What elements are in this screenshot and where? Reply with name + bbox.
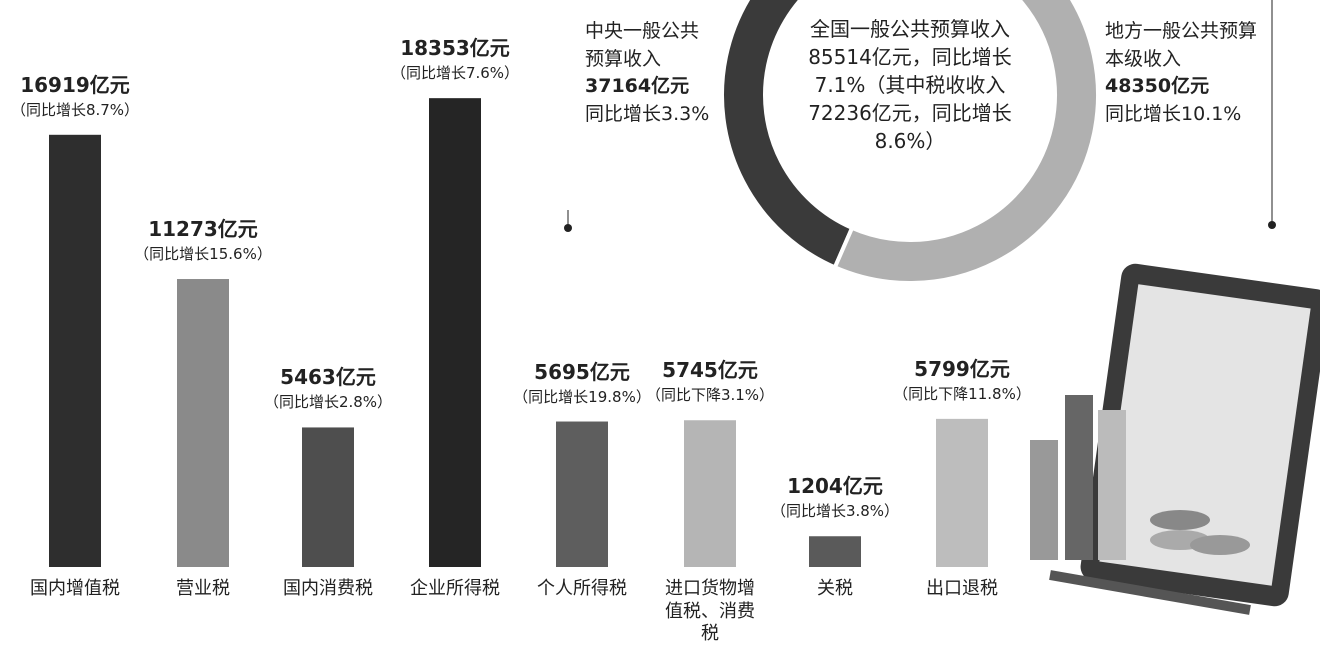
pointer-dot (564, 224, 572, 232)
bar (809, 536, 861, 567)
x-tick-label: 出口退税 (912, 578, 1012, 601)
value-label: 11273亿元 (133, 217, 273, 242)
x-tick-label: 企业所得税 (405, 578, 505, 601)
x-tick-label: 关税 (785, 578, 885, 601)
segment-value: 48350亿元 (1105, 73, 1265, 101)
x-tick-label: 营业税 (153, 578, 253, 601)
growth-label: （同比增长3.8%） (755, 502, 915, 521)
value-label: 16919亿元 (5, 73, 145, 98)
growth-label: （同比增长8.7%） (0, 101, 155, 120)
pointer-dot (1268, 221, 1276, 229)
bar (49, 135, 101, 567)
donut-center-text: 全国一般公共预算收入85514亿元，同比增长7.1%（其中税收收入72236亿元… (805, 15, 1015, 155)
x-tick-label: 个人所得税 (532, 578, 632, 601)
value-label: 5463亿元 (258, 365, 398, 390)
central-block: 中央一般公共预算收入 37164亿元 同比增长3.3% (585, 18, 715, 128)
bar (684, 420, 736, 567)
segment-name: 地方一般公共预算本级收入 (1105, 18, 1265, 73)
segment-growth: 同比增长10.1% (1105, 101, 1265, 129)
value-label: 5695亿元 (512, 360, 652, 385)
bar (302, 427, 354, 567)
value-label: 18353亿元 (385, 36, 525, 61)
value-label: 5745亿元 (640, 358, 780, 383)
growth-label: （同比增长2.8%） (248, 393, 408, 412)
local-block: 地方一般公共预算本级收入 48350亿元 同比增长10.1% (1105, 18, 1265, 128)
x-tick-label: 进口货物增值税、消费税 (665, 578, 755, 646)
bar (556, 422, 608, 567)
segment-name: 中央一般公共预算收入 (585, 18, 715, 73)
bar (177, 279, 229, 567)
bar (429, 98, 481, 567)
segment-value: 37164亿元 (585, 73, 715, 101)
segment-growth: 同比增长3.3% (585, 101, 715, 129)
tablet-illustration (1030, 262, 1320, 610)
growth-label: （同比下降3.1%） (630, 386, 790, 405)
infographic: 中央一般公共预算收入 37164亿元 同比增长3.3% 地方一般公共预算本级收入… (0, 0, 1320, 657)
bar (936, 419, 988, 567)
value-label: 5799亿元 (892, 357, 1032, 382)
value-label: 1204亿元 (765, 474, 905, 499)
growth-label: （同比下降11.8%） (882, 385, 1042, 404)
growth-label: （同比增长7.6%） (375, 64, 535, 83)
x-tick-label: 国内消费税 (278, 578, 378, 601)
growth-label: （同比增长15.6%） (123, 245, 283, 264)
x-tick-label: 国内增值税 (25, 578, 125, 601)
